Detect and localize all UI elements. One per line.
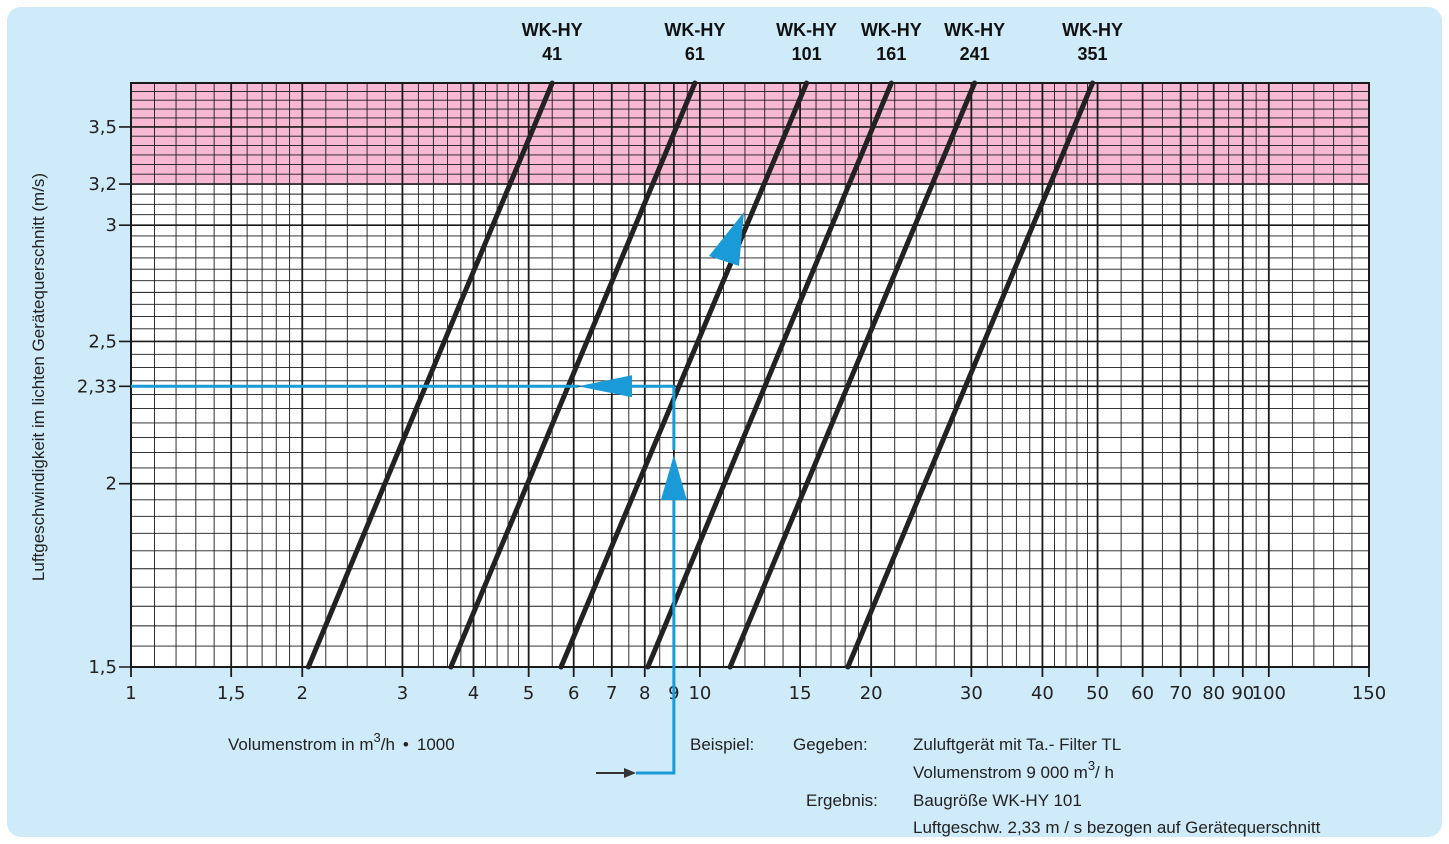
series-label-size: 351 [1078,44,1108,64]
y-tick-label: 3,2 [88,174,117,195]
series-lines [305,80,1096,670]
y-tick-label: 3,5 [88,117,117,138]
example-arrow-left [578,375,632,398]
series-label-name: WK-HY [861,20,922,40]
series-label-name: WK-HY [664,20,725,40]
series-label-name: WK-HY [944,20,1005,40]
limit-zone [131,83,1369,185]
x-tick-label: 1 [125,683,136,704]
example-arrow-along-line [709,212,744,266]
x-tick-label: 50 [1086,683,1109,704]
y-tick-label: 2,33 [77,376,117,397]
x-tick-label: 6 [568,683,579,704]
series-label-name: WK-HY [776,20,837,40]
series-line [558,80,810,670]
example-arrow-up [660,455,687,500]
series-line [845,80,1096,670]
y-tick-label: 1,5 [88,657,117,678]
y-axis-title: Luftgeschwindigkeit im lichten Geräteque… [29,173,48,581]
series-label-size: 61 [685,44,705,64]
series-line [305,80,555,670]
series-label-size: 101 [792,44,822,64]
x-tick-label: 15 [789,683,812,704]
x-tick-label: 5 [523,683,534,704]
entry-arrow-head [624,768,636,778]
example-result-label: Ergebnis: [806,791,878,810]
grid-major [119,83,1370,677]
series-label-size: 241 [960,44,990,64]
x-tick-label: 30 [960,683,983,704]
example-given-line2: Volumenstrom 9 000 m3/ h [913,758,1114,782]
x-tick-label: 40 [1031,683,1054,704]
x-tick-label: 2 [297,683,308,704]
series-label-name: WK-HY [1062,20,1123,40]
example-text: Beispiel: Gegeben: Zuluftgerät mit Ta.- … [690,735,1321,837]
x-tick-label: 3 [397,683,408,704]
x-tick-label: 10 [688,683,711,704]
x-tick-label: 7 [606,683,617,704]
example-result-line1: Baugröße WK-HY 101 [913,791,1082,810]
y-tick-label: 2 [106,474,117,495]
x-tick-label: 4 [468,683,479,704]
y-axis-ticks: 1,5 2 2,33 2,5 3 3,2 3,5 [77,117,117,678]
x-tick-label: 90 [1231,683,1254,704]
example-path-bottom [636,677,676,775]
x-tick-label: 8 [639,683,650,704]
example-given-label: Gegeben: [793,735,868,754]
plot-frame [130,82,1370,668]
x-tick-label: 100 [1252,683,1286,704]
example-label: Beispiel: [690,735,754,754]
x-tick-label: 1,5 [217,683,246,704]
series-label-size: 41 [542,44,562,64]
series-labels: WK-HY 41 WK-HY 61 WK-HY 101 WK-HY 161 WK-HY 241 WK… [522,20,1123,64]
x-tick-label: 150 [1352,683,1386,704]
x-tick-label: 80 [1202,683,1225,704]
series-line [645,80,894,670]
y-tick-label: 2,5 [88,331,117,352]
example-given-line1: Zuluftgerät mit Ta.- Filter TL [913,735,1121,754]
x-tick-label: 60 [1131,683,1154,704]
x-axis-title: Volumenstrom in m3/h • 1000 [228,730,455,754]
x-tick-label: 20 [860,683,883,704]
series-label-size: 161 [876,44,906,64]
series-line [727,80,978,670]
series-line [448,80,698,670]
y-tick-label: 3 [106,215,117,236]
x-tick-label: 70 [1169,683,1192,704]
series-label-name: WK-HY [522,20,583,40]
example-path [131,212,744,778]
example-result-line2: Luftgeschw. 2,33 m / s bezogen auf Gerät… [913,818,1321,837]
